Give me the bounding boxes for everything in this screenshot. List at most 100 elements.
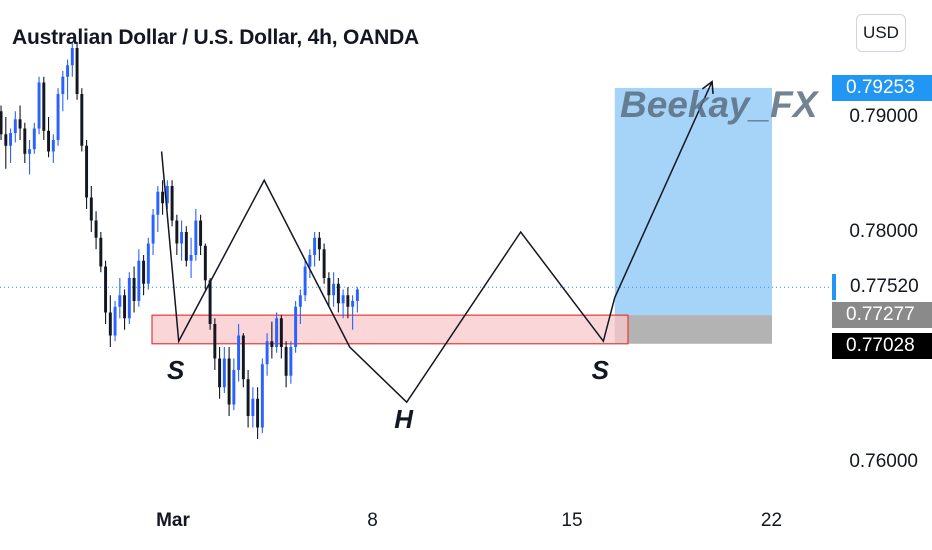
x-tick-label: 8 xyxy=(367,510,378,531)
candle-body xyxy=(4,134,8,146)
candle-body xyxy=(284,347,288,376)
candle-body xyxy=(208,280,212,324)
candle-body xyxy=(80,94,84,146)
candle-body xyxy=(156,191,160,215)
candle-body xyxy=(118,295,122,307)
candle-body xyxy=(180,232,184,244)
candle-body xyxy=(9,133,13,146)
candle-body xyxy=(75,48,79,94)
candle-body xyxy=(104,266,108,313)
stop-zone xyxy=(614,315,772,344)
target-zone xyxy=(614,87,772,316)
candle-body xyxy=(256,398,260,428)
candle-body xyxy=(246,379,250,416)
candle-body xyxy=(18,119,22,129)
candle-body xyxy=(241,335,245,380)
candle-body xyxy=(232,370,236,405)
candle-body xyxy=(298,295,302,307)
candle-body xyxy=(189,255,193,261)
candle-body xyxy=(151,214,155,244)
candle-body xyxy=(28,149,32,154)
candle-body xyxy=(313,237,317,255)
x-tick-label: 15 xyxy=(561,510,583,531)
candle-body xyxy=(146,243,150,284)
candle-body xyxy=(47,130,51,152)
candle-body xyxy=(332,283,336,296)
candle-body xyxy=(137,260,141,301)
candle-body xyxy=(275,318,279,347)
candle-body xyxy=(265,341,269,365)
candlestick-series xyxy=(0,42,359,439)
candle-body xyxy=(175,220,179,244)
y-tick-label: 0.78000 xyxy=(849,221,918,242)
price-tag-target: 0.79253 xyxy=(832,74,932,101)
candle-body xyxy=(70,48,74,66)
candle-body xyxy=(184,232,188,261)
candle-body xyxy=(346,295,350,307)
candle-body xyxy=(260,364,264,428)
candle-body xyxy=(61,76,65,94)
candle-body xyxy=(66,65,70,77)
candle-body xyxy=(218,358,222,388)
pattern-point-label: H xyxy=(394,404,414,435)
candle-body xyxy=(170,186,174,221)
candle-body xyxy=(270,341,274,347)
candle-body xyxy=(327,278,331,296)
candle-body xyxy=(294,306,298,347)
candle-body xyxy=(199,220,203,246)
candle-body xyxy=(161,191,165,204)
candle-body xyxy=(94,220,98,238)
candle-body xyxy=(32,128,36,150)
candle-body xyxy=(203,245,207,281)
candle-body xyxy=(108,312,112,336)
candle-body xyxy=(341,295,345,304)
candle-body xyxy=(132,278,136,301)
candle-body xyxy=(23,128,27,154)
x-tick-label: Mar xyxy=(156,510,190,531)
candle-body xyxy=(127,278,131,319)
candle-body xyxy=(279,318,283,347)
price-tag-entry: 0.77277 xyxy=(832,302,932,329)
candle-body xyxy=(51,140,55,152)
candle-body xyxy=(194,220,198,255)
candle-body xyxy=(336,283,340,304)
candle-body xyxy=(289,347,293,376)
candle-body xyxy=(123,295,127,319)
candle-body xyxy=(227,358,231,405)
y-tick-label: 0.76000 xyxy=(849,451,918,472)
candle-body xyxy=(0,111,3,135)
candle-body xyxy=(213,324,217,359)
candle-body xyxy=(85,145,89,198)
candle-body xyxy=(37,82,41,129)
candle-body xyxy=(42,82,46,131)
pattern-point-label: S xyxy=(591,355,610,386)
candle-body xyxy=(99,237,103,267)
candle-body xyxy=(165,186,169,204)
candle-body xyxy=(251,398,255,416)
candle-body xyxy=(303,266,307,296)
price-tag-current: 0.77520 xyxy=(832,274,932,301)
pattern-point-label: S xyxy=(167,355,185,386)
candle-body xyxy=(142,260,146,284)
currency-button[interactable]: USD xyxy=(856,14,906,52)
x-tick-label: 22 xyxy=(760,510,783,531)
candle-body xyxy=(351,301,355,307)
chart-title: Australian Dollar / U.S. Dollar, 4h, OAN… xyxy=(12,26,420,49)
projection-arrow xyxy=(614,83,712,298)
candle-body xyxy=(355,289,359,301)
pattern-zigzag xyxy=(160,151,616,404)
watermark-text: Beekay_FX xyxy=(620,84,818,125)
candle-body xyxy=(13,119,17,134)
candle-body xyxy=(222,358,226,388)
y-tick-label: 0.79000 xyxy=(849,106,918,127)
candle-body xyxy=(56,94,60,140)
candle-body xyxy=(317,237,321,250)
price-tag-stop: 0.77028 xyxy=(832,332,932,359)
candle-body xyxy=(237,335,241,370)
candle-body xyxy=(89,197,93,221)
candle-body xyxy=(322,249,326,278)
support-zone xyxy=(151,314,629,345)
candle-body xyxy=(113,306,117,336)
candle-body xyxy=(308,255,312,267)
